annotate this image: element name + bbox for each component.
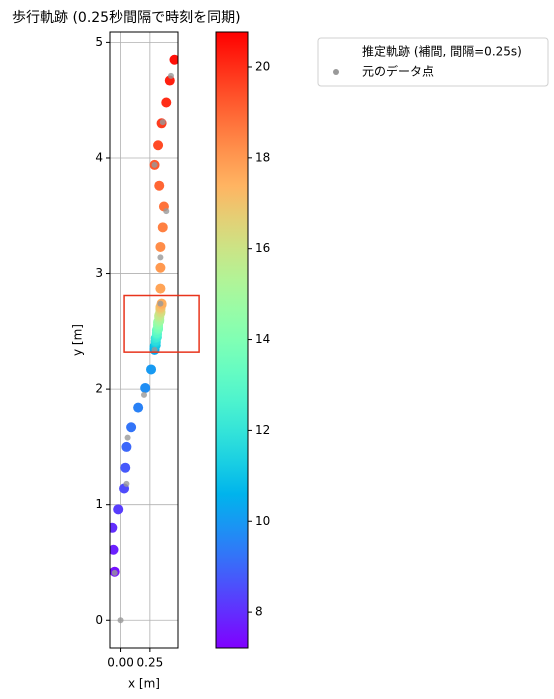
plot-area [110, 54, 178, 624]
y-tick-label: 4 [95, 150, 103, 164]
colorbar-tick-label: 12 [255, 423, 270, 437]
legend-marker [333, 69, 339, 75]
y-tick-label: 3 [95, 266, 103, 280]
trajectory-point [169, 54, 178, 65]
data-point [123, 480, 130, 487]
legend-box [317, 37, 549, 87]
data-point [163, 208, 170, 215]
y-tick-label: 2 [95, 382, 103, 396]
colorbar-tick-label: 18 [255, 150, 270, 164]
colorbar-tick-label: 8 [255, 605, 263, 619]
data-point [151, 346, 158, 353]
trajectory-point [126, 422, 137, 433]
chart-title: 歩行軌跡 (0.25秒間隔で時刻を同期) [12, 10, 241, 26]
colorbar [215, 31, 249, 649]
trajectory-point [113, 504, 124, 515]
trajectory-point [155, 283, 166, 294]
colorbar-tick-label: 20 [255, 59, 270, 73]
trajectory-point [153, 140, 164, 151]
data-point [157, 300, 164, 307]
data-point [111, 569, 118, 576]
trajectory-point [120, 462, 131, 473]
x-tick-label: 0.00 [107, 656, 134, 670]
trajectory-point [133, 402, 144, 413]
data-point [141, 391, 147, 398]
trajectory-point [146, 364, 157, 375]
y-tick-label: 5 [95, 35, 103, 49]
trajectory-point [110, 522, 118, 533]
trajectory-point [157, 222, 168, 233]
colorbar-tick-label: 16 [255, 241, 270, 255]
colorbar-tick-label: 10 [255, 514, 270, 528]
plot-frame [109, 31, 179, 649]
x-axis-label: x [m] [128, 677, 160, 691]
y-tick-label: 1 [95, 497, 103, 511]
trajectory-point [154, 180, 165, 191]
data-point [157, 254, 164, 261]
colorbar-tick-label: 14 [255, 332, 270, 346]
data-point [117, 617, 124, 624]
data-point [167, 72, 174, 79]
x-tick-label: 0.25 [137, 656, 164, 670]
trajectory-point [110, 544, 119, 555]
legend-label: 元のデータ点 [362, 64, 434, 79]
trajectory-point [121, 441, 132, 452]
highlight-box [123, 294, 200, 353]
data-point [159, 119, 166, 126]
trajectory-point [155, 241, 166, 252]
y-axis-label: y [m] [71, 324, 85, 356]
y-tick-label: 0 [95, 613, 103, 627]
trajectory-point [155, 262, 166, 273]
data-point [151, 161, 158, 168]
legend-label: 推定軌跡 (補間, 間隔=0.25s) [362, 44, 522, 59]
data-point [124, 434, 131, 441]
trajectory-point [140, 382, 151, 393]
trajectory-point [161, 97, 172, 108]
